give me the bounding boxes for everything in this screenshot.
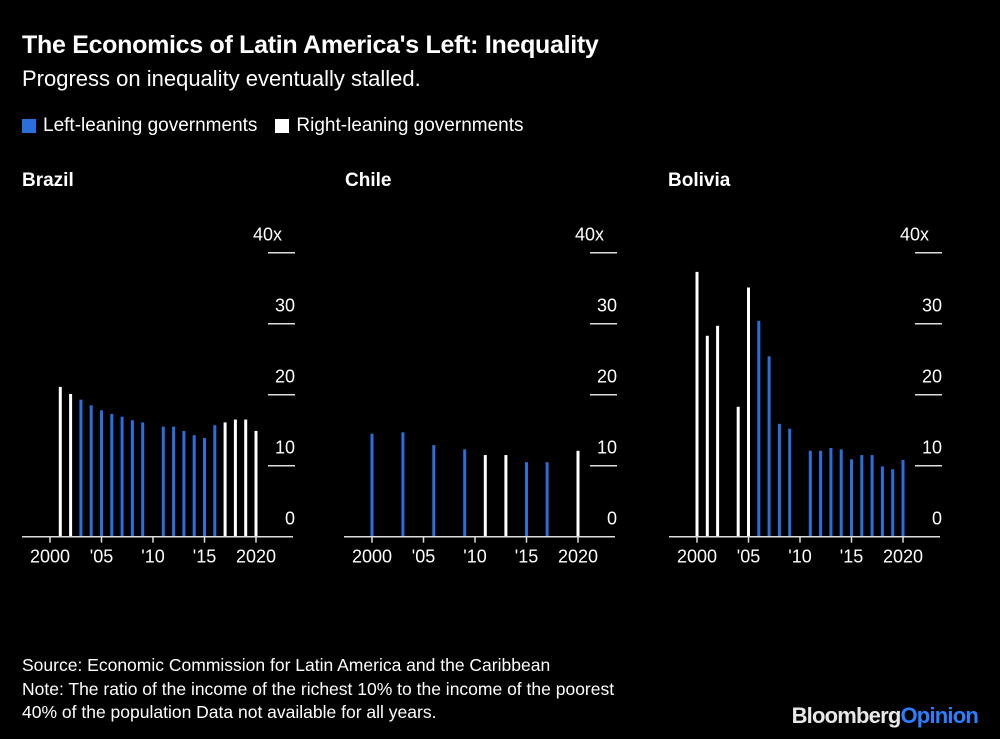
- bolivia-bar-2019: [891, 469, 895, 537]
- brazil-bar-2011: [161, 426, 165, 537]
- brazil-bar-2019: [244, 419, 248, 537]
- legend-item-right: Right-leaning governments: [275, 115, 524, 137]
- panel-title-brazil: Brazil: [22, 170, 74, 191]
- panel-title-chile: Chile: [345, 170, 392, 191]
- bolivia-bar-2011: [808, 450, 812, 537]
- bolivia-bar-2008: [777, 423, 781, 537]
- bolivia-bar-2000: [695, 271, 699, 537]
- bolivia-bar-2005: [747, 287, 750, 537]
- bolivia-bar-2009: [788, 428, 792, 537]
- brazil-bar-2001: [58, 386, 62, 537]
- bolivia-x-tick-label: '15: [840, 547, 863, 567]
- brazil-bar-2004: [89, 405, 93, 537]
- brazil-bar-2017: [223, 422, 227, 537]
- chile-bar-2000: [370, 433, 374, 537]
- bolivia-x-tick-label: '05: [737, 547, 760, 567]
- bolivia-y-tick-label: 10: [922, 438, 942, 458]
- chart-subtitle: Progress on inequality eventually stalle…: [22, 66, 421, 91]
- brazil-bar-2008: [130, 420, 134, 537]
- bolivia-x-tick-label: '10: [788, 547, 811, 567]
- brazil-bar-2002: [69, 393, 73, 537]
- chile-y-tick-label: 40x: [575, 225, 604, 245]
- brazil-x-tick-label: '10: [141, 547, 164, 567]
- brazil-y-tick-label: 10: [275, 438, 295, 458]
- brazil-bar-2012: [172, 426, 176, 537]
- brazil-x-tick-label: 2000: [30, 547, 70, 567]
- bolivia-y-tick-label: 20: [922, 367, 942, 387]
- chile-bar-2017: [545, 462, 549, 537]
- brazil-bar-2007: [120, 416, 124, 537]
- chile-x-tick-label: '05: [412, 547, 435, 567]
- brazil-bar-2015: [203, 438, 206, 537]
- chile-y-tick-label: 10: [597, 438, 617, 458]
- bolivia-bar-2016: [860, 455, 864, 537]
- brazil-bar-2014: [192, 435, 196, 537]
- bolivia-bar-2017: [870, 455, 874, 537]
- chile-bar-2015: [525, 462, 528, 537]
- bolivia-y-tick-label: 0: [932, 509, 942, 529]
- panel-title-bolivia: Bolivia: [668, 170, 731, 191]
- brazil-y-tick-label: 20: [275, 367, 295, 387]
- legend-item-left: Left-leaning governments: [22, 115, 257, 137]
- bolivia-bar-2002: [716, 325, 720, 537]
- bolivia-bar-2006: [757, 320, 761, 537]
- chile-bar-2020: [576, 450, 580, 537]
- chile-x-tick-label: '10: [463, 547, 486, 567]
- brazil-bar-2020: [254, 430, 258, 537]
- bolivia-bar-2013: [829, 447, 833, 537]
- logo-part-1: Bloomberg: [791, 703, 902, 728]
- chile-y-tick-label: 0: [607, 509, 617, 529]
- note-line-2: 40% of the population Data not available…: [22, 702, 437, 722]
- chile-y-tick-label: 20: [597, 367, 617, 387]
- bolivia-bar-2007: [767, 356, 771, 537]
- chile-y-tick-label: 30: [597, 296, 617, 316]
- brazil-bar-2018: [233, 419, 237, 537]
- legend: Left-leaning governments Right-leaning g…: [22, 115, 542, 137]
- logo-part-2: Opinion: [900, 703, 979, 728]
- bolivia-bar-2015: [850, 459, 853, 537]
- chile-bar-2006: [432, 445, 436, 537]
- bolivia-x-tick-label: 2000: [677, 547, 717, 567]
- brazil-bar-2006: [110, 413, 114, 537]
- brazil-bar-2013: [182, 430, 186, 537]
- chart-title: The Economics of Latin America's Left: I…: [22, 31, 599, 59]
- bolivia-y-tick-label: 30: [922, 296, 942, 316]
- brazil-x-tick-label: '15: [193, 547, 216, 567]
- bolivia-bar-2012: [819, 450, 823, 537]
- bolivia-bar-2004: [736, 406, 740, 537]
- source-note: Source: Economic Commission for Latin Am…: [22, 655, 551, 675]
- chile-x-tick-label: 2000: [352, 547, 392, 567]
- brazil-y-tick-label: 0: [285, 509, 295, 529]
- legend-label-left: Left-leaning governments: [43, 115, 258, 136]
- note-line-1: Note: The ratio of the income of the ric…: [22, 678, 615, 699]
- bolivia-y-tick-label: 40x: [900, 225, 929, 245]
- legend-swatch-left: [22, 119, 36, 133]
- bolivia-bar-2014: [839, 449, 843, 537]
- chile-x-tick-label: 2020: [558, 547, 598, 567]
- brazil-x-tick-label: 2020: [236, 547, 276, 567]
- legend-label-right: Right-leaning governments: [296, 115, 524, 136]
- chile-bar-2009: [463, 449, 467, 537]
- brazil-x-tick-label: '05: [90, 547, 113, 567]
- chile-x-tick-label: '15: [515, 547, 538, 567]
- chile-bar-2003: [401, 432, 405, 537]
- chile-bar-2011: [483, 455, 487, 537]
- brazil-bar-2016: [213, 425, 217, 537]
- brazil-bar-2005: [100, 410, 103, 537]
- bolivia-bar-2001: [705, 335, 709, 537]
- footer: Source: Economic Commission for Latin Am…: [22, 654, 614, 725]
- legend-swatch-right: [275, 119, 290, 133]
- chile-bar-2013: [504, 455, 508, 537]
- bolivia-x-tick-label: 2020: [883, 547, 923, 567]
- brazil-bar-2003: [79, 399, 83, 537]
- bolivia-bar-2018: [880, 466, 884, 537]
- brazil-bar-2009: [141, 422, 145, 537]
- brazil-y-tick-label: 30: [275, 296, 295, 316]
- bloomberg-opinion-logo: BloombergOpinion: [791, 703, 979, 729]
- brazil-y-tick-label: 40x: [253, 225, 282, 245]
- bolivia-bar-2020: [901, 460, 905, 537]
